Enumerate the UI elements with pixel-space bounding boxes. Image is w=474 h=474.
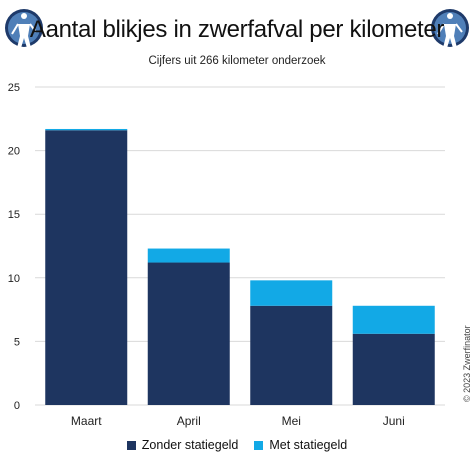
legend-item-met: Met statiegeld <box>254 438 347 452</box>
chart-title: Aantal blikjes in zwerfafval per kilomet… <box>29 16 445 43</box>
bar-met-april <box>147 248 230 263</box>
legend-swatch-met <box>254 440 264 450</box>
x-tick-label: Juni <box>383 414 405 428</box>
legend-label-met: Met statiegeld <box>269 438 348 452</box>
x-tick-label: Maart <box>71 414 102 428</box>
bar-zonder-mei <box>250 305 333 405</box>
chart-subtitle: Cijfers uit 266 kilometer onderzoek <box>148 55 326 67</box>
y-tick-label: 5 <box>14 336 20 348</box>
bar-zonder-juni <box>352 333 435 405</box>
copyright-credit: © 2023 Zwerfinator <box>462 325 472 402</box>
bar-zonder-maart <box>45 130 128 406</box>
x-tick-label: Mei <box>282 414 301 428</box>
y-tick-label: 15 <box>8 209 20 221</box>
zwerfinator-logo-left <box>5 9 43 48</box>
bar-met-maart <box>45 128 128 131</box>
y-tick-label: 0 <box>14 400 20 412</box>
y-tick-label: 25 <box>8 82 20 94</box>
legend-item-zonder: Zonder statiegeld <box>126 438 239 452</box>
bar-zonder-april <box>147 262 230 405</box>
legend: Zonder statiegeld Met statiegeld <box>0 438 474 452</box>
bar-met-juni <box>352 305 435 334</box>
legend-swatch-zonder <box>126 440 136 450</box>
bar-met-mei <box>250 280 333 306</box>
zwerfinator-logo-right <box>431 9 469 48</box>
y-tick-label: 20 <box>8 146 20 158</box>
legend-label-zonder: Zonder statiegeld <box>141 438 239 452</box>
y-tick-label: 10 <box>8 273 20 285</box>
x-tick-label: April <box>177 414 201 428</box>
